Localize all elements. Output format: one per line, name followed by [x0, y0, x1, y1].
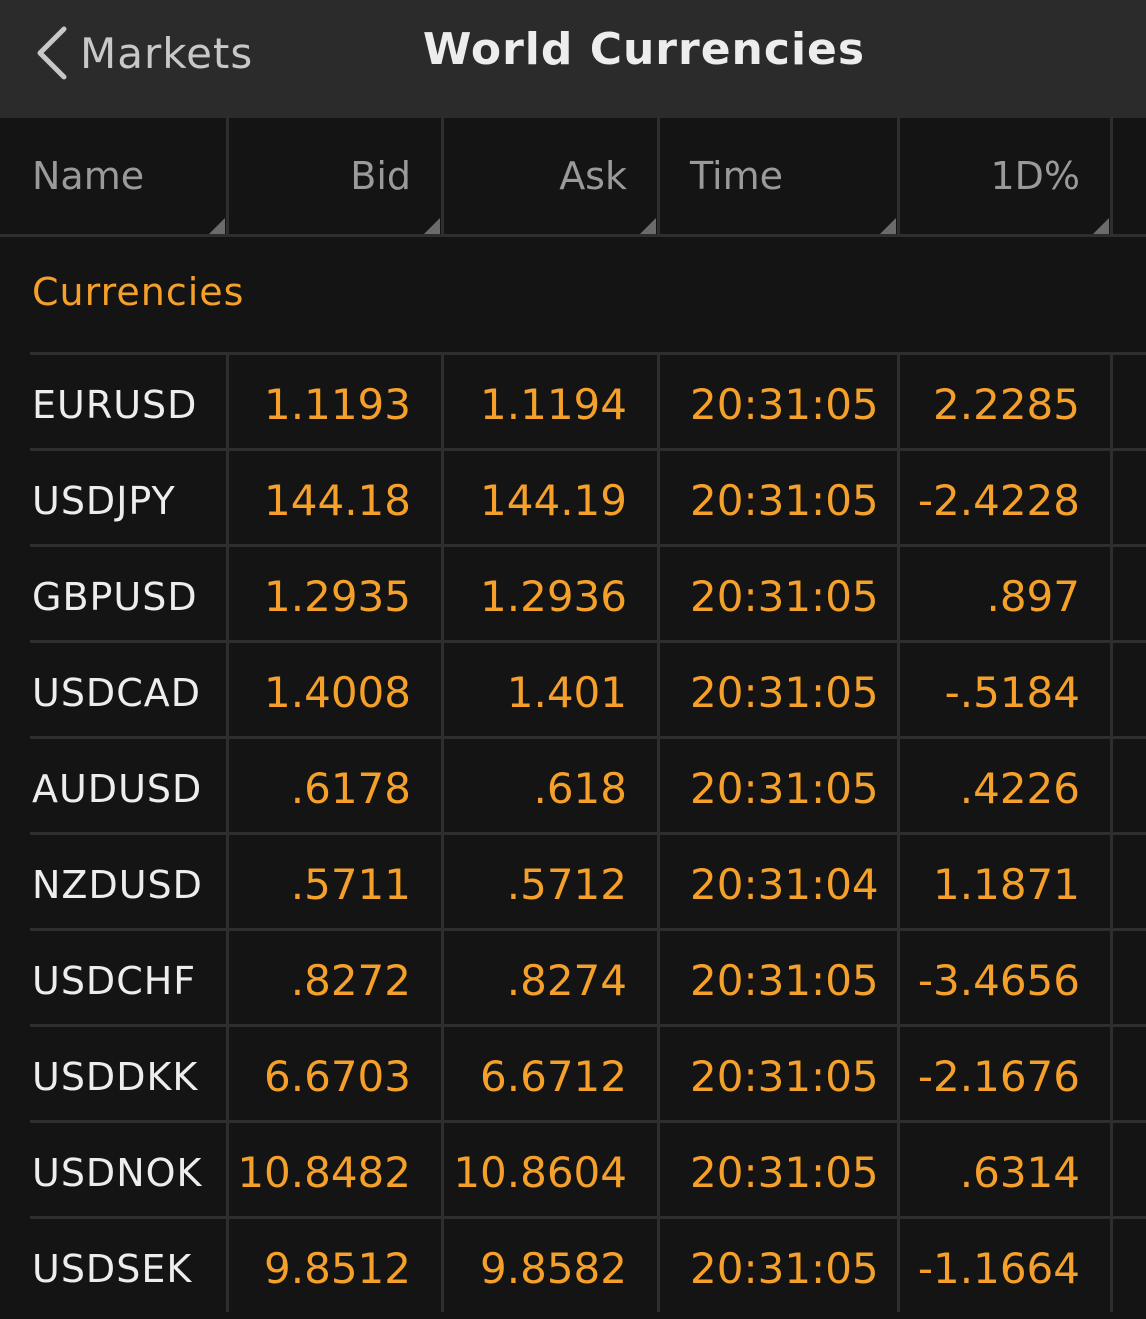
back-button[interactable]: Markets	[34, 22, 253, 84]
column-header-time[interactable]: Time	[660, 118, 900, 234]
currency-list: EURUSD 1.1193 1.1194 20:31:05 2.2285 USD…	[0, 352, 1146, 1312]
change-value: 1.1871	[900, 835, 1113, 928]
time-value: 20:31:05	[660, 451, 900, 544]
ask-value: 1.401	[444, 643, 660, 736]
column-header-label: Time	[690, 154, 783, 198]
time-value: 20:31:05	[660, 547, 900, 640]
column-header-bid[interactable]: Bid	[229, 118, 444, 234]
change-value: -1.1664	[900, 1219, 1113, 1312]
bid-value: 144.18	[229, 451, 444, 544]
change-value: -2.1676	[900, 1027, 1113, 1120]
time-value: 20:31:05	[660, 1027, 900, 1120]
table-row[interactable]: NZDUSD .5711 .5712 20:31:04 1.1871	[30, 832, 1146, 928]
table-row[interactable]: USDJPY 144.18 144.19 20:31:05 -2.4228	[30, 448, 1146, 544]
currency-name: NZDUSD	[32, 835, 229, 928]
currency-name: USDDKK	[32, 1027, 229, 1120]
ask-value: 6.6712	[444, 1027, 660, 1120]
bid-value: 1.1193	[229, 355, 444, 448]
column-header-change[interactable]: 1D%	[900, 118, 1113, 234]
time-value: 20:31:05	[660, 1219, 900, 1312]
change-value: -2.4228	[900, 451, 1113, 544]
currency-name: GBPUSD	[32, 547, 229, 640]
change-value: .897	[900, 547, 1113, 640]
table-row[interactable]: USDSEK 9.8512 9.8582 20:31:05 -1.1664	[30, 1216, 1146, 1312]
currency-name: USDCHF	[32, 931, 229, 1024]
bid-value: 6.6703	[229, 1027, 444, 1120]
bid-value: .5711	[229, 835, 444, 928]
change-value: .4226	[900, 739, 1113, 832]
time-value: 20:31:05	[660, 643, 900, 736]
change-value: .6314	[900, 1123, 1113, 1216]
sort-indicator-icon	[1093, 218, 1109, 234]
bid-value: 1.2935	[229, 547, 444, 640]
sort-indicator-icon	[880, 218, 896, 234]
bid-value: 9.8512	[229, 1219, 444, 1312]
nav-bar: Markets World Currencies	[0, 0, 1146, 118]
back-label: Markets	[80, 28, 254, 78]
table-row[interactable]: USDCHF .8272 .8274 20:31:05 -3.4656	[30, 928, 1146, 1024]
column-header-label: Ask	[559, 154, 627, 198]
time-value: 20:31:05	[660, 739, 900, 832]
sort-indicator-icon	[424, 218, 440, 234]
column-header-name[interactable]: Name	[0, 118, 229, 234]
table-header: Name Bid Ask Time 1D%	[0, 118, 1146, 237]
time-value: 20:31:05	[660, 931, 900, 1024]
currency-name: USDCAD	[32, 643, 229, 736]
currency-name: EURUSD	[32, 355, 229, 448]
column-header-ask[interactable]: Ask	[444, 118, 660, 234]
page-title: World Currencies	[422, 24, 866, 75]
currency-name: USDJPY	[32, 451, 229, 544]
table-row[interactable]: EURUSD 1.1193 1.1194 20:31:05 2.2285	[30, 352, 1146, 448]
section-title: Currencies	[32, 270, 245, 314]
currency-name: USDSEK	[32, 1219, 229, 1312]
time-value: 20:31:04	[660, 835, 900, 928]
currency-name: USDNOK	[32, 1123, 229, 1216]
sort-indicator-icon	[209, 218, 225, 234]
column-header-label: Bid	[350, 154, 411, 198]
ask-value: 10.8604	[444, 1123, 660, 1216]
ask-value: .8274	[444, 931, 660, 1024]
table-row[interactable]: AUDUSD .6178 .618 20:31:05 .4226	[30, 736, 1146, 832]
change-value: 2.2285	[900, 355, 1113, 448]
bid-value: 1.4008	[229, 643, 444, 736]
ask-value: 1.1194	[444, 355, 660, 448]
column-header-label: Name	[32, 154, 145, 198]
ask-value: 9.8582	[444, 1219, 660, 1312]
change-value: -3.4656	[900, 931, 1113, 1024]
column-header-label: 1D%	[990, 154, 1080, 198]
ask-value: .618	[444, 739, 660, 832]
bid-value: 10.8482	[229, 1123, 444, 1216]
table-row[interactable]: USDDKK 6.6703 6.6712 20:31:05 -2.1676	[30, 1024, 1146, 1120]
time-value: 20:31:05	[660, 1123, 900, 1216]
table-row[interactable]: USDCAD 1.4008 1.401 20:31:05 -.5184	[30, 640, 1146, 736]
currency-name: AUDUSD	[32, 739, 229, 832]
ask-value: .5712	[444, 835, 660, 928]
bid-value: .6178	[229, 739, 444, 832]
bid-value: .8272	[229, 931, 444, 1024]
ask-value: 1.2936	[444, 547, 660, 640]
time-value: 20:31:05	[660, 355, 900, 448]
ask-value: 144.19	[444, 451, 660, 544]
chevron-left-icon	[37, 26, 67, 80]
table-row[interactable]: USDNOK 10.8482 10.8604 20:31:05 .6314	[30, 1120, 1146, 1216]
change-value: -.5184	[900, 643, 1113, 736]
table-row[interactable]: GBPUSD 1.2935 1.2936 20:31:05 .897	[30, 544, 1146, 640]
sort-indicator-icon	[640, 218, 656, 234]
